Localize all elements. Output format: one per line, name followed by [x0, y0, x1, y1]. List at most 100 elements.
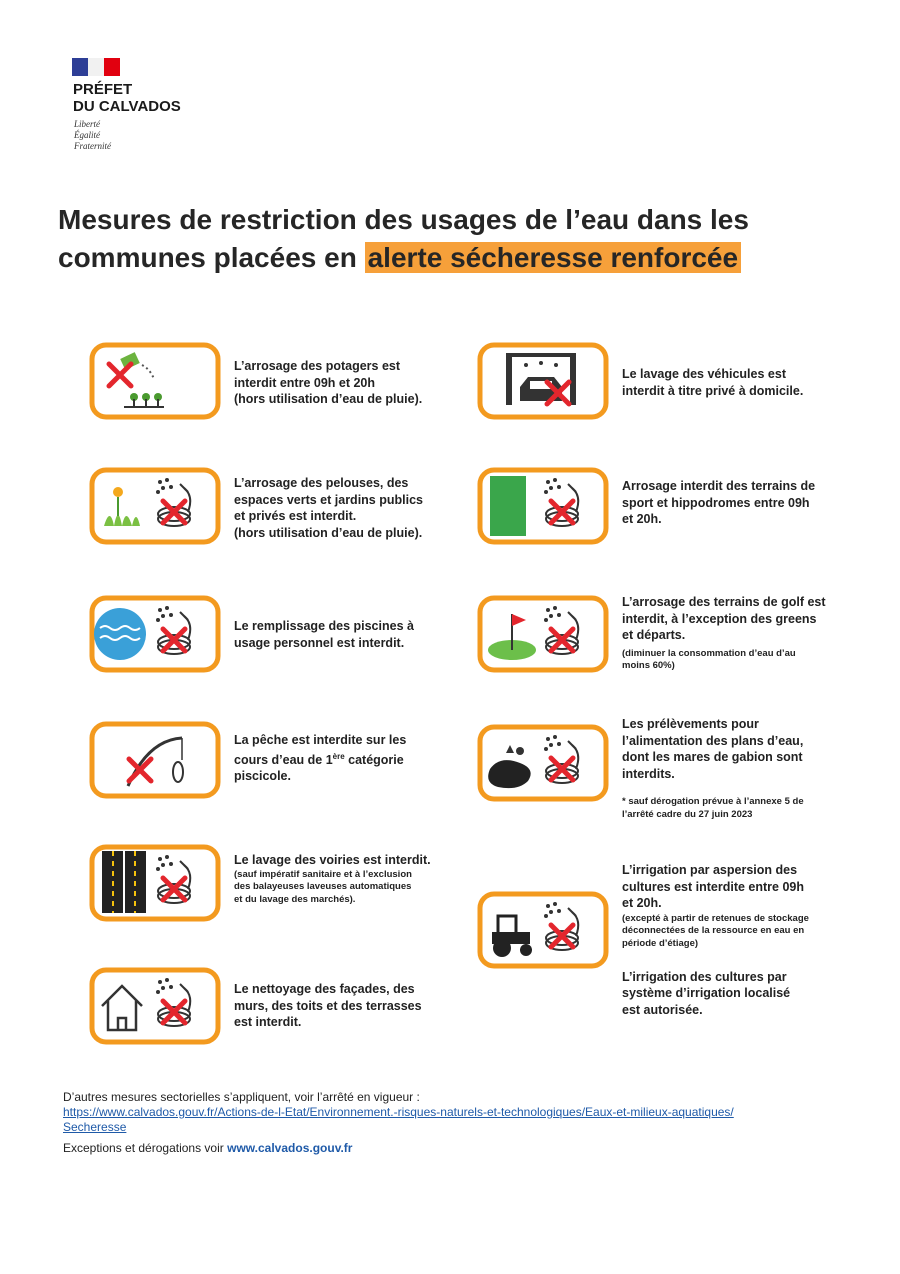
- icon-shape: [544, 914, 548, 918]
- name-line: DU CALVADOS: [73, 98, 181, 115]
- exceptions-text: Exceptions et dérogations voir: [63, 1141, 224, 1155]
- measure-lines: Le lavage des voiries est interdit.: [234, 852, 431, 869]
- footer-url[interactable]: https://www.calvados.gouv.fr/Actions-de-…: [63, 1105, 734, 1119]
- measure-icon: [89, 342, 221, 420]
- icon-shape: [104, 515, 140, 526]
- text-line: est autorisée.: [622, 1002, 703, 1017]
- icon-shape: [113, 487, 123, 497]
- measure-lines: Le lavage des véhicules est interdit à ti…: [622, 366, 803, 399]
- text-line: Le lavage des véhicules est: [622, 367, 786, 381]
- measure-text: La pêche est interdite sur les cours d’ea…: [234, 732, 406, 785]
- icon-shape: [553, 606, 557, 610]
- icon-shape: [161, 486, 165, 490]
- icon-shape: [133, 399, 159, 407]
- icon-shape: [506, 353, 512, 405]
- measure-text: Le remplissage des piscines à usage perso…: [234, 618, 414, 651]
- text-line: (sauf impératif sanitaire et à l’exclusi…: [234, 868, 412, 880]
- measure-text: Le nettoyage des façades, des murs, des t…: [234, 981, 422, 1031]
- icon-shape: [477, 595, 609, 673]
- icon-shape: [156, 855, 173, 871]
- text-line: interdit à titre privé à domicile.: [622, 383, 804, 398]
- icon-shape: [158, 980, 162, 984]
- icon-shape: [548, 755, 576, 783]
- text-line: et départs.: [622, 628, 686, 642]
- text-segment: catégorie: [344, 752, 404, 767]
- icon-shape: [544, 379, 572, 407]
- text-line: Les prélèvements pour: [622, 717, 759, 731]
- measure-lines: L’arrosage des potagers est interdit entr…: [234, 358, 422, 408]
- measure-text: L’arrosage des potagers est interdit entr…: [234, 358, 422, 408]
- icon-shape: [165, 606, 169, 610]
- icon-shape: [557, 742, 561, 746]
- text-line: est interdit.: [234, 1015, 302, 1029]
- text-line: * sauf dérogation prévue à l’annexe 5 de: [622, 796, 804, 807]
- measure-lines: L’arrosage des terrains de golf est inter…: [622, 594, 826, 644]
- text-line: l’arrêté cadre du 27 juin 2023: [622, 808, 753, 820]
- icon-shape: [169, 985, 173, 989]
- text-line: cours d’eau de 1ère catégorie: [234, 749, 406, 769]
- icon-shape: [544, 902, 561, 918]
- icon-shape: [157, 1006, 191, 1022]
- text-line: Le nettoyage des façades, des: [234, 982, 415, 996]
- footer-url[interactable]: Secheresse: [63, 1120, 127, 1134]
- measure-note: (sauf impératif sanitaire et à l’exclusi…: [234, 869, 431, 907]
- icon-shape: [89, 721, 221, 799]
- icon-shape: [158, 857, 162, 861]
- prefet-name: PRÉFET DU CALVADOS: [73, 81, 181, 115]
- icon-shape: [546, 480, 550, 484]
- icon-shape: [157, 634, 191, 650]
- icon-shape: [156, 990, 160, 994]
- icon-shape: [156, 490, 160, 494]
- icon-shape: [156, 618, 160, 622]
- icon-shape: [545, 634, 579, 650]
- icon-shape: [112, 851, 136, 913]
- icon-shape: [544, 735, 561, 751]
- exceptions-link[interactable]: www.calvados.gouv.fr: [227, 1141, 353, 1155]
- icon-shape: [546, 608, 550, 612]
- icon-shape: [179, 611, 189, 621]
- measure-text: L’irrigation par aspersion des cultures e…: [622, 862, 809, 1018]
- measure-text: Le lavage des voiries est interdit. (sauf…: [234, 852, 431, 907]
- text-line: période d’étiage): [622, 937, 699, 949]
- icon-shape: [165, 478, 169, 482]
- measure-text: L’arrosage des terrains de golf est inter…: [622, 594, 826, 673]
- measure-text: L’arrosage des pelouses, des espaces vert…: [234, 475, 423, 541]
- icon-shape: [549, 614, 553, 618]
- measure-icon: [89, 967, 221, 1045]
- icon-shape: [567, 907, 577, 917]
- footer: D’autres mesures sectorielles s’applique…: [63, 1090, 734, 1156]
- icon-shape: [154, 393, 162, 401]
- text-line: Le lavage des voiries est interdit.: [234, 853, 431, 867]
- text-line: interdit, à l’exception des greens: [622, 611, 817, 626]
- text-line: interdits.: [622, 766, 675, 781]
- icon-shape: [160, 998, 188, 1026]
- icon-shape: [157, 506, 191, 522]
- icon-shape: [545, 611, 580, 655]
- text-line: La pêche est interdite sur les: [234, 733, 407, 747]
- text-line: usage personnel est interdit.: [234, 635, 405, 650]
- logo-flag: [72, 58, 120, 76]
- icon-shape: [106, 361, 134, 389]
- icon-shape: [549, 743, 553, 747]
- measure-after: L’irrigation des cultures par système d’i…: [622, 969, 809, 1019]
- text-line: L’arrosage des terrains de golf est: [622, 595, 826, 609]
- measure-lines: La pêche est interdite sur les cours d’ea…: [234, 732, 406, 785]
- icon-shape: [570, 353, 576, 405]
- text-line: (diminuer la consommation d’eau d’au: [622, 647, 796, 659]
- flag-red: [104, 58, 120, 76]
- icon-shape: [544, 478, 561, 494]
- icon-shape: [488, 760, 531, 789]
- icon-shape: [553, 735, 557, 739]
- icon-shape: [158, 608, 162, 612]
- text-line: L’arrosage des pelouses, des: [234, 476, 409, 490]
- text-segment: cours d’eau de 1: [234, 752, 333, 767]
- icon-shape: [545, 506, 579, 522]
- icon-shape: [157, 483, 192, 527]
- title-text: communes placées en: [58, 242, 357, 273]
- icon-shape: [506, 353, 576, 357]
- measure-lines: Les prélèvements pour l’alimentation des …: [622, 716, 804, 782]
- text-line: (excepté à partir de retenues de stockag…: [622, 912, 809, 924]
- icon-shape: [567, 611, 577, 621]
- text-segment: ère: [332, 751, 345, 761]
- title: Mesures de restriction des usages de l’e…: [58, 201, 749, 277]
